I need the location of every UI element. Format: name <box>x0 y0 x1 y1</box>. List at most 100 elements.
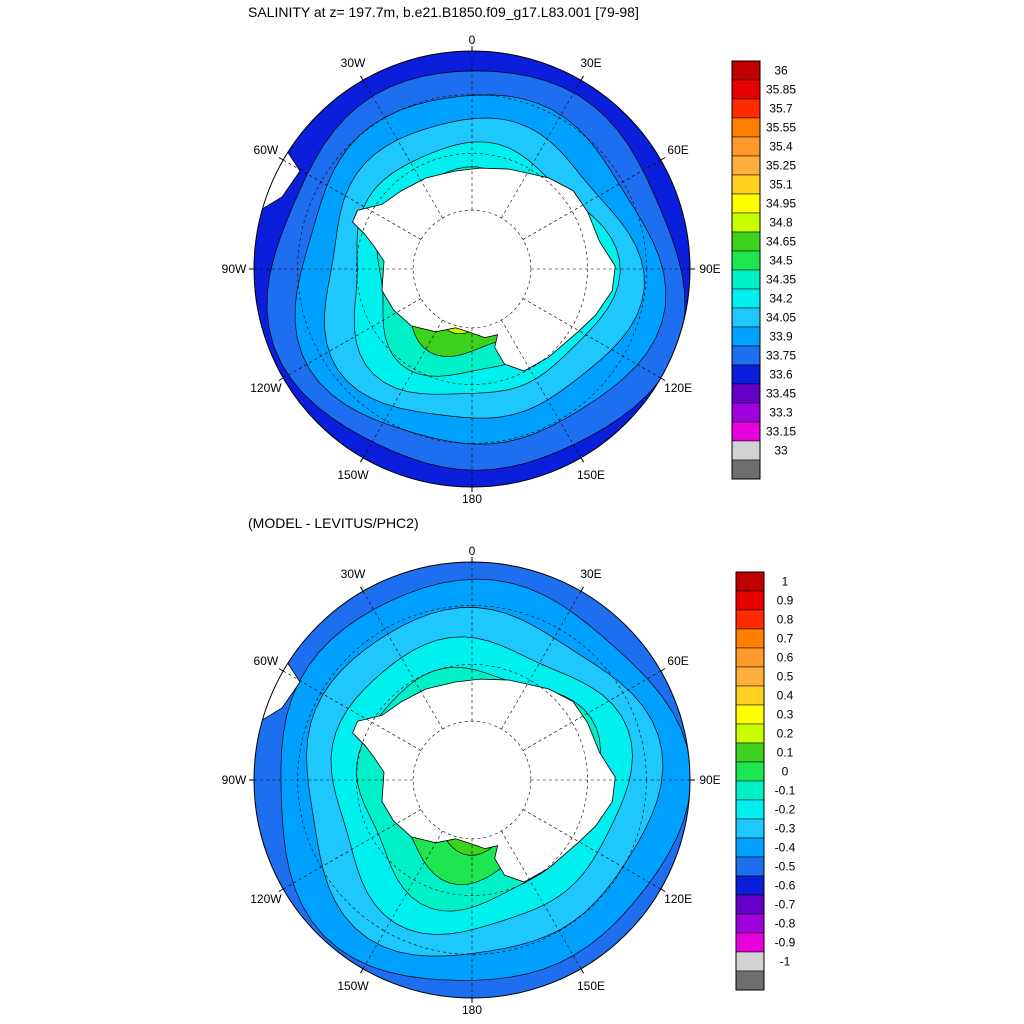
longitude-tick-120W <box>278 377 284 381</box>
colorbar-box-7 <box>735 704 765 725</box>
longitude-tick-60W <box>278 668 284 672</box>
meridian-line-8 <box>283 809 422 890</box>
longitude-label-60E: 60E <box>667 143 688 157</box>
salinity-polar-map: 0 30E 60E 90E 120E 150E 180 150W 120W 90W 60W 30W <box>222 33 721 506</box>
colorbar-label-33.6: 33.6 <box>769 368 793 382</box>
colorbar-label--0.3: -0.3 <box>775 822 796 836</box>
colorbar-box-4 <box>731 136 761 157</box>
longitude-label-60W: 60W <box>254 654 279 668</box>
colorbar-label--0.8: -0.8 <box>775 917 796 931</box>
colorbar-box-18 <box>735 913 765 934</box>
colorbar-frame <box>735 571 765 991</box>
colorbar-box-3 <box>731 117 761 138</box>
colorbar-label-0.8: 0.8 <box>777 613 794 627</box>
colorbar-box-0 <box>731 60 761 81</box>
longitude-label-90W: 90W <box>222 262 247 276</box>
colorbar-label--0.9: -0.9 <box>775 936 796 950</box>
colorbar-box-5 <box>735 666 765 687</box>
longitude-tick-120E <box>660 377 666 381</box>
colorbar-label--0.2: -0.2 <box>775 803 796 817</box>
colorbar-label-0.9: 0.9 <box>777 594 794 608</box>
colorbar-label--0.6: -0.6 <box>775 879 796 893</box>
meridian-line-1 <box>501 80 582 219</box>
colorbar-box-6 <box>735 685 765 706</box>
colorbar-box-12 <box>731 288 761 309</box>
colorbar-label--0.7: -0.7 <box>775 898 796 912</box>
colorbar-box-0 <box>735 571 765 592</box>
colorbar-label-34.95: 34.95 <box>766 197 796 211</box>
colorbar-label-0.2: 0.2 <box>777 727 794 741</box>
colorbar-label-33.15: 33.15 <box>766 425 796 439</box>
colorbar-box-19 <box>731 421 761 442</box>
colorbar-label-35.25: 35.25 <box>766 159 796 173</box>
colorbar-box-1 <box>731 79 761 100</box>
longitude-label-30E: 30E <box>580 567 601 581</box>
antarctica-landmass <box>352 167 616 372</box>
colorbar-label-35.55: 35.55 <box>766 121 796 135</box>
colorbar-label-35.7: 35.7 <box>769 102 793 116</box>
colorbar-box-16 <box>731 364 761 385</box>
colorbar-label--0.5: -0.5 <box>775 860 796 874</box>
longitude-tick-150E <box>580 968 584 974</box>
colorbar-label-1: 1 <box>782 575 789 589</box>
colorbar-label-34.35: 34.35 <box>766 273 796 287</box>
panel-1-title: SALINITY at z= 197.7m, b.e21.B1850.f09_g… <box>248 4 639 20</box>
panel-2-title: (MODEL - LEVITUS/PHC2) <box>248 515 419 531</box>
longitude-label-150W: 150W <box>337 468 369 482</box>
longitude-label-30W: 30W <box>341 567 366 581</box>
meridian-line-7 <box>362 830 443 969</box>
colorbar-label-35.4: 35.4 <box>769 140 793 154</box>
longitude-tick-150E <box>580 457 584 463</box>
longitude-label-120E: 120E <box>664 892 692 906</box>
colorbar-box-9 <box>731 231 761 252</box>
meridian-line-4 <box>522 809 661 890</box>
longitude-tick-30E <box>580 75 584 81</box>
longitude-label-150E: 150E <box>577 468 605 482</box>
colorbar-box-15 <box>735 856 765 877</box>
meridian-line-10 <box>283 159 422 240</box>
longitude-label-0: 0 <box>469 33 476 47</box>
colorbar-label-34.2: 34.2 <box>769 292 793 306</box>
colorbar-box-17 <box>735 894 765 915</box>
colorbar-label-0: 0 <box>782 765 789 779</box>
colorbar-box-21 <box>735 970 765 991</box>
colorbar-label-0.5: 0.5 <box>777 670 794 684</box>
meridian-line-11 <box>362 80 443 219</box>
colorbar-label-0.3: 0.3 <box>777 708 794 722</box>
colorbar-box-4 <box>735 647 765 668</box>
meridian-line-5 <box>501 830 582 969</box>
colorbar-box-21 <box>731 459 761 480</box>
colorbar-box-3 <box>735 628 765 649</box>
colorbar-box-13 <box>735 818 765 839</box>
colorbar-box-19 <box>735 932 765 953</box>
colorbar-box-20 <box>731 440 761 461</box>
colorbar-box-10 <box>735 761 765 782</box>
longitude-label-120W: 120W <box>250 381 282 395</box>
colorbar-box-5 <box>731 155 761 176</box>
colorbar-box-14 <box>735 837 765 858</box>
longitude-tick-120W <box>278 888 284 892</box>
difference-colorbar: 1 0.9 0.8 0.7 0.6 0.5 0.4 0.3 0.2 0.1 0 -0.1 -0.2 -0.… <box>735 571 796 991</box>
colorbar-box-1 <box>735 590 765 611</box>
longitude-tick-120E <box>660 888 666 892</box>
longitude-label-90E: 90E <box>699 262 720 276</box>
salinity-colorbar: 36 35.85 35.7 35.55 35.4 35.25 35.1 34.95 34.8 34… <box>731 60 796 480</box>
meridian-line-5 <box>501 319 582 458</box>
longitude-tick-150W <box>360 457 364 463</box>
colorbar-label-35.85: 35.85 <box>766 83 796 97</box>
colorbar-box-13 <box>731 307 761 328</box>
colorbar-box-8 <box>735 723 765 744</box>
longitude-label-150W: 150W <box>337 979 369 993</box>
longitude-label-30E: 30E <box>580 56 601 70</box>
meridian-line-2 <box>522 670 661 751</box>
difference-polar-map: 0 30E 60E 90E 120E 150E 180 150W 120W 90W 60W 30W <box>222 544 721 1017</box>
longitude-labels: 0 30E 60E 90E 120E 150E 180 150W 120W 90W 60W 30W <box>222 544 721 1017</box>
colorbar-box-18 <box>731 402 761 423</box>
longitude-tick-60E <box>660 157 666 161</box>
longitude-tick-30W <box>360 586 364 592</box>
colorbar-label--1: -1 <box>780 955 791 969</box>
colorbar-box-2 <box>731 98 761 119</box>
colorbar-box-16 <box>735 875 765 896</box>
colorbar-label-34.05: 34.05 <box>766 311 796 325</box>
